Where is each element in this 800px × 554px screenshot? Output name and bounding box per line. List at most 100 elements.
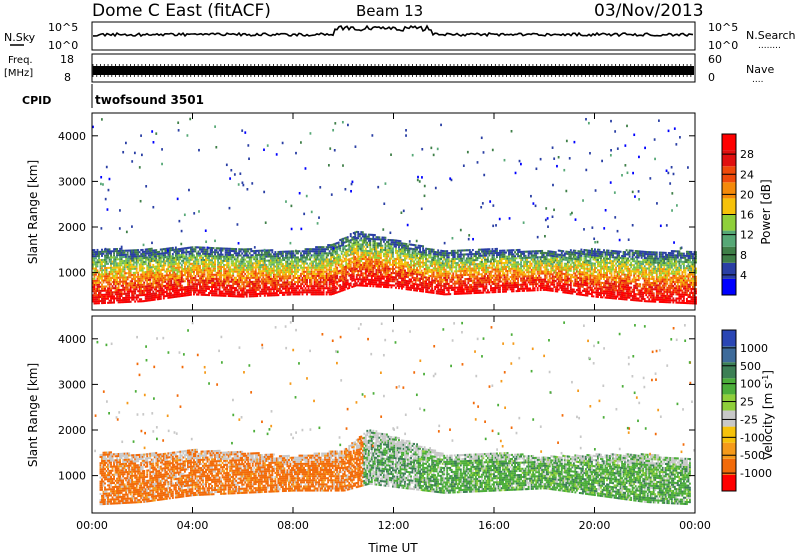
data-cell — [438, 290, 441, 293]
data-cell — [384, 285, 387, 289]
data-cell — [367, 282, 370, 285]
data-cell — [250, 266, 253, 269]
data-cell — [376, 264, 379, 268]
data-cell — [200, 248, 203, 251]
data-cell — [428, 280, 431, 284]
data-cell — [446, 254, 449, 257]
data-cell — [416, 273, 419, 276]
data-cell — [251, 276, 254, 279]
data-cell — [232, 260, 235, 263]
data-cell — [444, 276, 447, 279]
cpid-value: twofsound 3501 — [95, 93, 204, 107]
data-cell — [117, 266, 120, 269]
data-cell — [197, 258, 200, 261]
data-cell — [105, 258, 108, 261]
data-cell — [235, 254, 238, 257]
data-cell — [141, 257, 144, 260]
data-cell — [322, 289, 325, 292]
data-cell — [444, 287, 447, 290]
data-cell — [171, 253, 174, 256]
data-cell — [372, 268, 375, 271]
data-cell — [211, 294, 213, 297]
data-cell — [318, 281, 321, 284]
data-cell — [271, 271, 274, 274]
data-cell — [193, 289, 195, 292]
data-cell — [256, 284, 259, 287]
data-cell — [164, 247, 167, 250]
data-cell — [340, 271, 343, 274]
data-cell — [331, 270, 334, 273]
data-cell — [111, 260, 114, 263]
data-cell — [303, 254, 305, 257]
data-cell — [408, 288, 411, 291]
data-cell — [327, 258, 330, 261]
data-cell — [286, 289, 289, 292]
data-cell — [381, 261, 384, 264]
data-cell — [402, 269, 405, 272]
data-cell — [173, 285, 176, 288]
data-cell — [399, 256, 402, 259]
data-cell — [197, 283, 200, 286]
data-cell — [98, 261, 100, 264]
data-cell — [404, 265, 406, 268]
data-cell — [218, 265, 221, 268]
data-cell — [98, 255, 100, 258]
data-cell — [294, 260, 296, 263]
data-cell — [147, 270, 150, 273]
data-cell — [93, 279, 96, 282]
data-cell — [366, 243, 369, 246]
data-cell — [257, 249, 260, 252]
data-cell — [129, 253, 132, 256]
data-cell — [223, 266, 226, 269]
data-cell — [99, 250, 102, 253]
data-cell — [176, 250, 179, 253]
data-cell — [196, 260, 198, 263]
data-cell — [342, 260, 345, 263]
data-cell — [239, 266, 242, 269]
data-cell — [385, 245, 388, 248]
data-cell — [327, 272, 330, 275]
data-cell — [132, 294, 135, 297]
data-cell — [232, 291, 235, 294]
data-cell — [174, 281, 177, 284]
data-cell — [379, 250, 382, 253]
data-cell — [449, 278, 452, 281]
data-cell — [425, 270, 428, 273]
data-cell — [215, 271, 218, 274]
data-cell — [171, 257, 174, 260]
data-cell — [408, 282, 411, 285]
data-cell — [176, 277, 179, 280]
data-cell — [110, 289, 112, 292]
data-cell — [188, 267, 191, 270]
data-cell — [417, 265, 420, 268]
data-cell — [140, 259, 143, 262]
data-cell — [385, 263, 388, 266]
data-cell — [343, 257, 346, 260]
data-cell — [217, 257, 220, 260]
data-cell — [138, 294, 141, 297]
data-cell — [135, 261, 138, 264]
data-cell — [260, 288, 263, 291]
data-cell — [444, 254, 447, 257]
data-cell — [95, 294, 97, 297]
data-cell — [402, 267, 405, 270]
data-cell — [99, 300, 102, 303]
data-cell — [182, 288, 185, 291]
data-cell — [113, 254, 116, 257]
data-cell — [322, 272, 325, 275]
data-cell — [241, 275, 244, 278]
data-cell — [446, 270, 449, 273]
data-cell — [248, 293, 251, 296]
data-cell — [343, 278, 346, 281]
data-cell — [284, 250, 287, 253]
data-cell — [370, 283, 373, 286]
nave-tick-bottom: 0 — [708, 71, 715, 84]
data-cell — [336, 276, 339, 280]
data-cell — [251, 264, 254, 267]
data-cell — [221, 292, 224, 295]
data-cell — [453, 286, 456, 289]
data-cell — [339, 249, 342, 252]
data-cell — [256, 276, 259, 279]
data-cell — [283, 275, 286, 278]
data-cell — [443, 272, 446, 275]
